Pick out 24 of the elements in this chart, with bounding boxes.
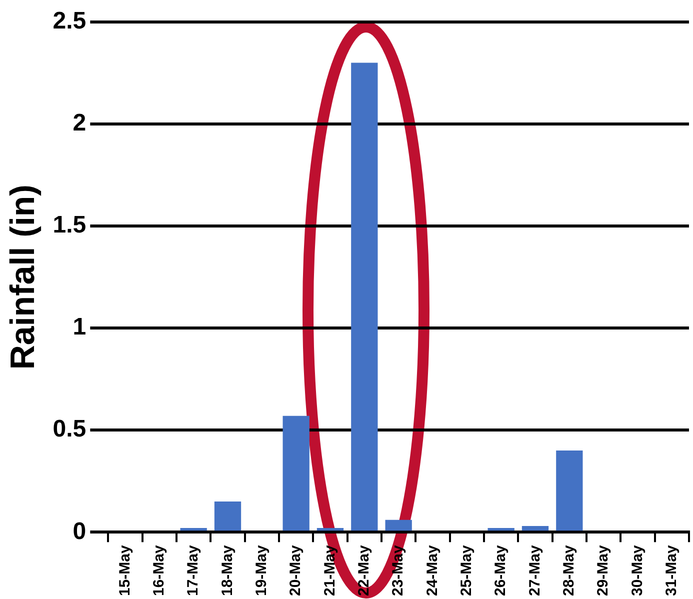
y-tick-label: 0.5 — [52, 416, 86, 443]
x-tick-label: 25-May — [458, 544, 476, 596]
x-tick-label: 28-May — [560, 544, 578, 596]
y-axis-title: Rainfall (in) — [4, 184, 42, 370]
x-tick-label: 19-May — [253, 544, 270, 596]
x-tick-label: 17-May — [184, 544, 202, 596]
x-tick-label: 22-May — [356, 544, 373, 596]
x-tick-label: 20-May — [287, 544, 304, 596]
y-tick-label: 1.5 — [52, 212, 86, 239]
x-tick-label: 21-May — [321, 544, 338, 596]
x-tick-label: 27-May — [526, 544, 544, 596]
y-tick-label: 2.5 — [52, 8, 86, 35]
x-tick-label: 26-May — [492, 544, 510, 596]
y-tick-label: 2 — [72, 110, 86, 137]
x-tick-label: 24-May — [424, 544, 441, 596]
x-tick-label: 18-May — [218, 544, 236, 596]
x-tick-label: 23-May — [390, 544, 407, 596]
x-tick-label: 16-May — [150, 544, 168, 596]
x-tick-label: 30-May — [628, 544, 646, 596]
x-tick-label: 29-May — [594, 544, 612, 596]
y-tick-label: 1 — [72, 314, 86, 341]
x-tick-label: 31-May — [663, 544, 680, 596]
x-tick-label: 15-May — [116, 544, 134, 596]
y-tick-label: 0 — [72, 518, 86, 545]
